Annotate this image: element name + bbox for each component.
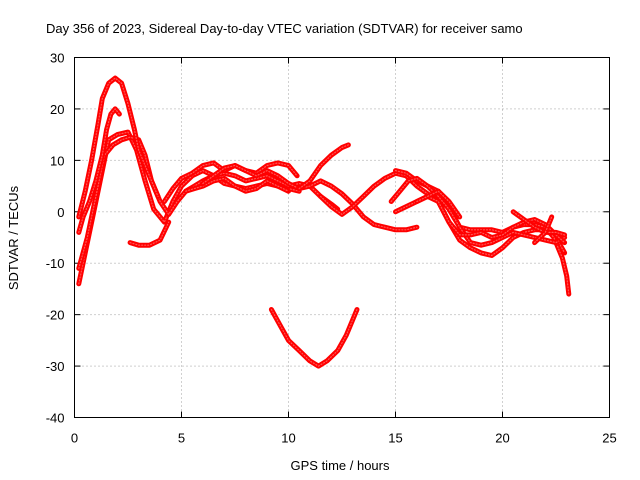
series-arc-10-markers — [270, 308, 358, 367]
series-arc-7-markers — [185, 177, 290, 192]
y-tick-label: -10 — [46, 256, 65, 271]
y-axis-label: SDTVAR / TECUs — [6, 185, 21, 290]
plot-frame — [74, 57, 610, 418]
series-arc-8-markers — [202, 164, 418, 231]
y-tick-label: -40 — [46, 411, 65, 426]
series-layer — [76, 75, 572, 369]
series-arc-1 — [76, 129, 302, 287]
series-arc-3-markers — [78, 108, 121, 233]
series-arc-2-markers — [78, 136, 339, 269]
series-arc-2 — [76, 134, 341, 271]
chart-title: Day 356 of 2023, Sidereal Day-to-day VTE… — [46, 21, 523, 36]
series-arc-9-markers — [298, 144, 349, 190]
series-arc-14-markers — [394, 195, 566, 244]
x-tick-label: 20 — [495, 431, 509, 446]
x-tick-label: 0 — [71, 431, 78, 446]
x-tick-label: 25 — [602, 431, 616, 446]
y-tick-label: 30 — [50, 51, 64, 66]
series-arc-5-markers — [129, 221, 170, 246]
x-tick-label: 10 — [281, 431, 295, 446]
series-arc-17-markers — [533, 216, 553, 244]
series-arc-1-markers — [78, 131, 300, 285]
x-axis-label: GPS time / hours — [291, 458, 390, 473]
x-tick-label: 15 — [388, 431, 402, 446]
series-arc-4-markers — [78, 77, 159, 218]
y-tick-label: 20 — [50, 102, 64, 117]
series-arc-10 — [268, 307, 360, 369]
series-arc-16-markers — [512, 211, 566, 236]
y-tick-label: 10 — [50, 153, 64, 168]
series-arc-15-markers — [416, 190, 461, 218]
y-tick-label: -20 — [46, 308, 65, 323]
y-tick-label: 0 — [57, 205, 64, 220]
x-tick-label: 5 — [178, 431, 185, 446]
y-tick-label: -30 — [46, 359, 65, 374]
tick-layer: 0 5 10 15 20 25 -40 -30 -20 -10 0 10 20 30 — [46, 51, 617, 446]
